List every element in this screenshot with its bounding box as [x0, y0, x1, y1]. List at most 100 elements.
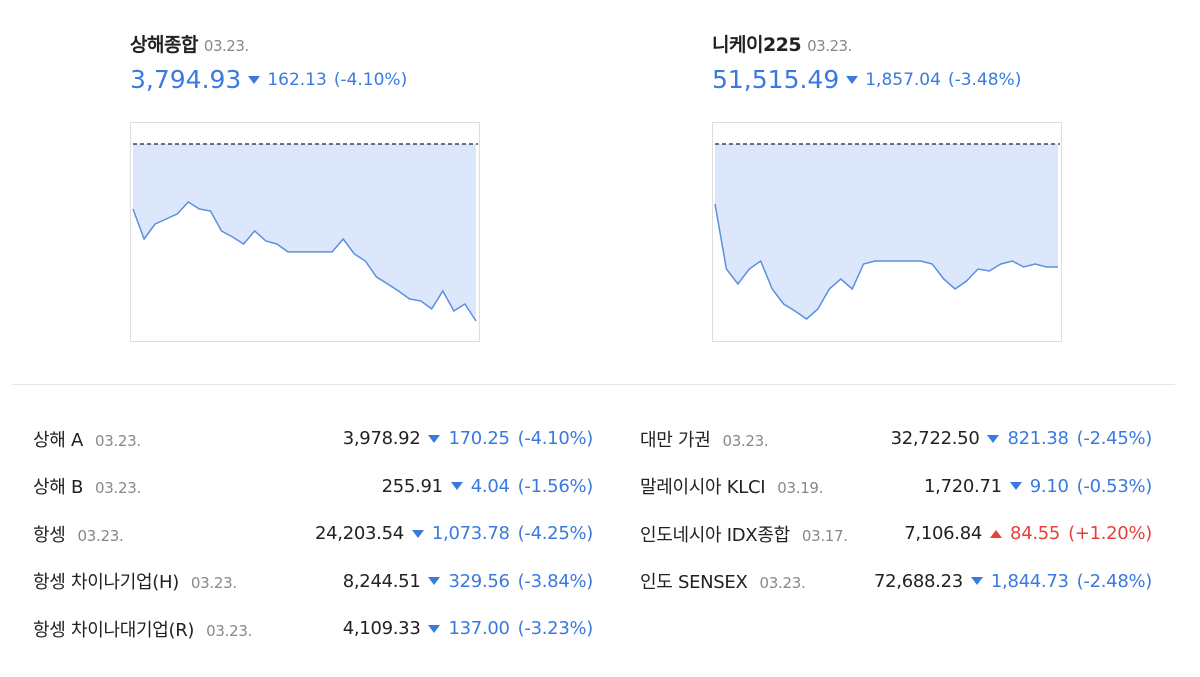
index-name: 대만 가권: [640, 429, 711, 451]
change: 821.38: [1007, 428, 1069, 450]
index-panel: 니케이225 03.23. 51,515.49 1,857.04 (-3.48%): [712, 30, 1072, 342]
panel-title: 니케이225 03.23.: [712, 30, 1072, 57]
price: 7,106.84: [904, 523, 983, 545]
date: 03.23.: [807, 37, 852, 55]
date: 03.23.: [759, 574, 806, 593]
price: 24,203.54: [314, 523, 404, 545]
date: 03.23.: [95, 479, 141, 498]
change-percent: (-3.23%): [517, 618, 594, 640]
index-label: 인도 SENSEX 03.23.: [640, 568, 806, 594]
index-name: 항셍 차이나기업(H): [33, 572, 179, 594]
index-name: 상해종합: [130, 34, 198, 56]
price: 4,109.33: [342, 618, 421, 640]
index-values: 255.91 4.04 (-1.56%): [381, 475, 594, 497]
date: 03.23.: [206, 621, 253, 640]
change-percent: (+1.20%): [1068, 523, 1152, 545]
chart-frame: [712, 122, 1062, 342]
change: 329.56: [448, 570, 510, 592]
index-values: 1,720.71 9.10 (-0.53%): [924, 476, 1152, 497]
direction-arrow: [248, 75, 261, 84]
price: 51,515.49: [712, 65, 840, 94]
index-values: 7,106.84 84.55 (+1.20%): [904, 523, 1152, 544]
date: 03.23.: [94, 431, 141, 450]
index-name: 니케이225: [712, 34, 802, 56]
date: 03.19.: [777, 479, 824, 498]
index-row: 인도 SENSEX 03.23. 72,688.23 1,844.73 (-2.48%): [640, 558, 1152, 606]
index-name: 인도네시아 IDX종합: [640, 524, 790, 546]
price-line: [714, 203, 1058, 320]
index-label: 대만 가권 03.23.: [640, 426, 769, 452]
date: 03.23.: [190, 574, 237, 593]
sparkline: [130, 122, 480, 342]
index-row: 항셍 03.23. 24,203.54 1,073.78 (-4.25%): [33, 510, 593, 558]
price: 255.91: [381, 475, 443, 497]
index-column: 상해 A 03.23. 3,978.92 170.25 (-4.10%) 상해 B 03.2…: [33, 415, 593, 653]
area-fill: [715, 143, 1058, 319]
index-row: 항셍 차이나기업(H) 03.23. 8,244.51 329.56 (-3.84%): [33, 558, 593, 606]
index-label: 인도네시아 IDX종합 03.17.: [640, 521, 848, 547]
index-label: 상해 A 03.23.: [33, 426, 141, 452]
index-values: 8,244.51 329.56 (-3.84%): [342, 570, 594, 592]
index-row: 상해 A 03.23. 3,978.92 170.25 (-4.10%): [33, 415, 593, 463]
change-percent: (-3.48%): [947, 69, 1022, 90]
change: 9.10: [1029, 475, 1069, 497]
price: 32,722.50: [890, 428, 980, 450]
index-row: 말레이시아 KLCI 03.19. 1,720.71 9.10 (-0.53%): [640, 463, 1152, 511]
divider: [12, 384, 1175, 385]
sparkline: [712, 122, 1062, 342]
index-name: 인도 SENSEX: [640, 572, 748, 594]
change-percent: (-4.10%): [517, 428, 594, 450]
index-label: 항셍 차이나기업(H) 03.23.: [33, 568, 237, 594]
change: 84.55: [1010, 523, 1061, 545]
date: 03.23.: [77, 526, 124, 545]
index-name: 말레이시아 KLCI: [640, 477, 766, 499]
change: 137.00: [448, 618, 510, 640]
price: 72,688.23: [873, 570, 963, 592]
price-line: 51,515.49 1,857.04 (-3.48%): [712, 65, 1072, 94]
index-row: 인도네시아 IDX종합 03.17. 7,106.84 84.55 (+1.20%): [640, 510, 1152, 558]
direction-arrow: [970, 577, 983, 586]
price: 8,244.51: [342, 570, 421, 592]
price: 1,720.71: [924, 475, 1002, 497]
index-panel: 상해종합 03.23. 3,794.93 162.13 (-4.10%): [130, 30, 490, 342]
price: 3,978.92: [342, 428, 421, 450]
direction-arrow: [428, 434, 441, 443]
direction-arrow: [450, 482, 463, 491]
change-percent: (-2.45%): [1076, 428, 1153, 450]
change-percent: (-4.25%): [517, 523, 594, 545]
change: 1,857.04: [865, 69, 941, 90]
change: 4.04: [470, 475, 510, 497]
date: 03.23.: [203, 37, 249, 55]
panel-title: 상해종합 03.23.: [130, 30, 490, 57]
change-percent: (-0.53%): [1076, 475, 1153, 497]
direction-arrow: [1009, 482, 1022, 491]
index-name: 항셍: [33, 524, 66, 546]
date: 03.17.: [801, 526, 848, 545]
index-row: 항셍 차이나대기업(R) 03.23. 4,109.33 137.00 (-3.23%): [33, 605, 593, 653]
change: 1,073.78: [431, 523, 510, 545]
index-label: 항셍 차이나대기업(R) 03.23.: [33, 616, 252, 642]
price: 3,794.93: [130, 65, 242, 94]
chart-frame: [130, 122, 480, 342]
index-values: 3,978.92 170.25 (-4.10%): [342, 428, 594, 450]
change: 170.25: [448, 428, 510, 450]
price-line: 3,794.93 162.13 (-4.10%): [130, 65, 490, 94]
area-fill: [133, 143, 476, 321]
index-name: 상해 A: [33, 429, 83, 451]
index-label: 말레이시아 KLCI 03.19.: [640, 473, 823, 499]
price-line: [132, 201, 477, 322]
index-row: 상해 B 03.23. 255.91 4.04 (-1.56%): [33, 463, 593, 511]
change-percent: (-2.48%): [1076, 570, 1153, 592]
change: 1,844.73: [990, 570, 1069, 592]
index-name: 상해 B: [33, 477, 83, 499]
index-name: 항셍 차이나대기업(R): [33, 619, 195, 641]
change-percent: (-1.56%): [517, 475, 594, 497]
index-row: 대만 가권 03.23. 32,722.50 821.38 (-2.45%): [640, 415, 1152, 463]
change-percent: (-3.84%): [517, 570, 594, 592]
change: 162.13: [267, 69, 327, 90]
direction-arrow: [846, 75, 859, 84]
direction-arrow: [411, 529, 424, 538]
direction-arrow: [990, 529, 1003, 538]
direction-arrow: [428, 577, 441, 586]
